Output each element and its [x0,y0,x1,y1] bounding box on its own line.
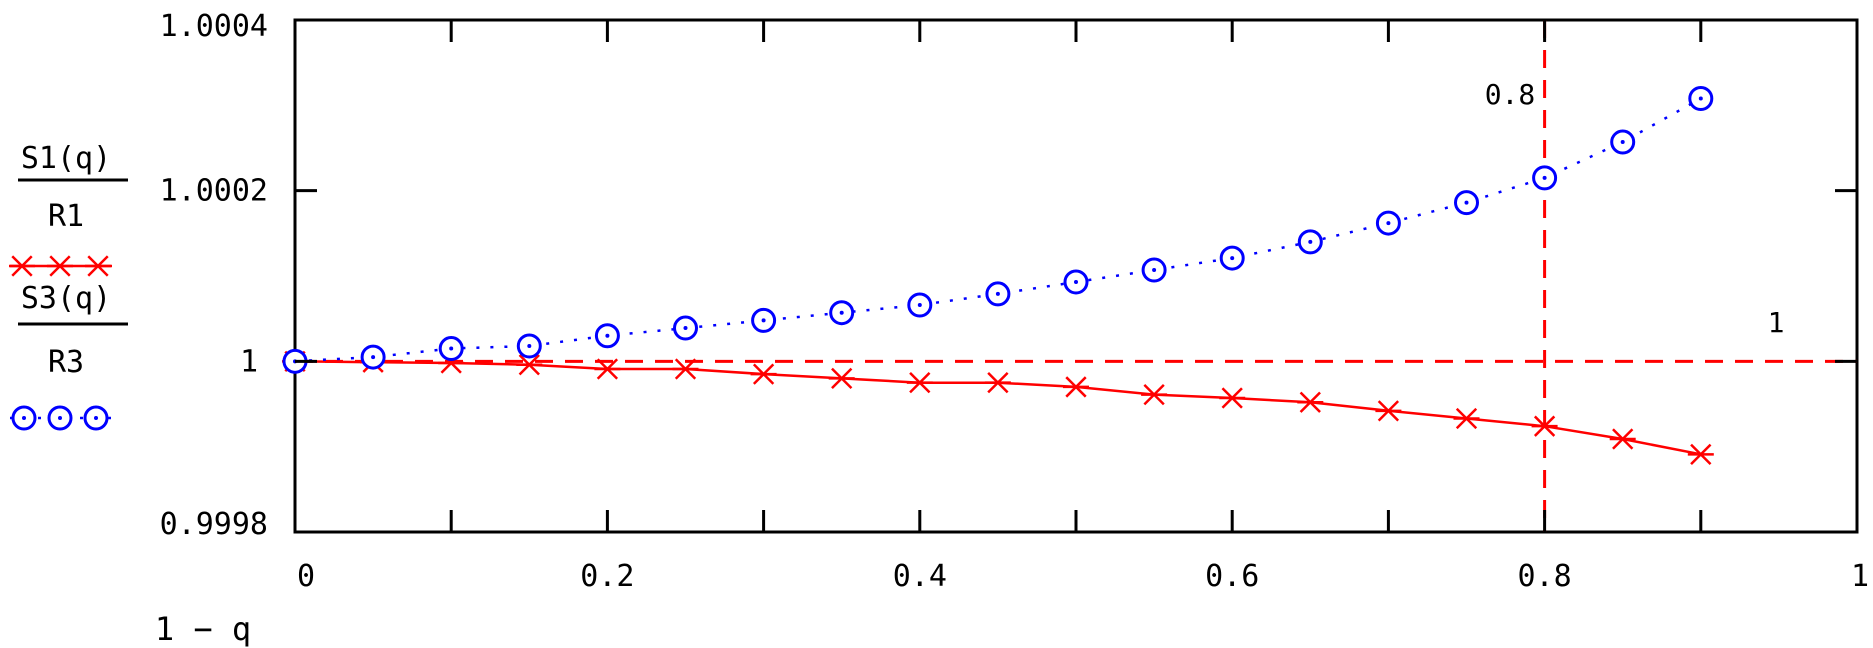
legend-marker [47,255,73,277]
series-lines [294,97,1702,456]
data-point-s1 [750,363,777,385]
data-point-s1 [984,372,1011,394]
x-tick-label: 0.8 [1518,559,1572,594]
data-point-s3 [594,323,620,349]
data-point-s3 [438,336,464,362]
data-point-s1 [1219,387,1246,409]
legend-s3-denominator: R3 [48,345,84,380]
data-point-s1 [1375,400,1402,422]
data-point-s3 [1610,129,1636,155]
data-point-s1 [1063,376,1089,398]
legend-s1-marker-sample [9,255,112,277]
series-line-s1 [294,360,1702,456]
data-point-s1 [906,372,933,394]
data-point-s1 [828,367,855,390]
y-tick-label: 0.9998 [160,507,268,542]
legend-marker [85,255,111,277]
legend-marker [11,405,37,431]
data-point-s3 [1219,245,1245,271]
reference-lines [295,20,1857,532]
series-line-s3 [294,97,1702,363]
data-point-s1 [1609,428,1636,450]
y-tick-label: 1.0002 [160,174,268,209]
data-point-s1 [1531,415,1558,437]
data-point-s1 [1141,383,1168,406]
x-tick-label: 0.2 [580,559,634,594]
vertical-reference-label: 0.8 [1485,78,1536,111]
data-point-s3 [1375,210,1401,236]
data-point-s3 [985,281,1011,307]
data-point-s3 [907,292,933,318]
legend-marker [47,405,73,431]
data-point-s3 [1688,86,1714,112]
legend-s1-denominator: R1 [48,199,84,234]
x-axis-label: 1 − q [155,610,251,648]
legend: S1(q) R1 S3(q) R3 [9,141,128,431]
data-point-s3 [1532,165,1558,191]
data-point-s1 [516,354,543,376]
data-point-s1 [1687,443,1714,465]
y-tick-label: 1 [240,344,258,379]
legend-s1-numerator: S1(q) [21,141,111,176]
data-point-s3 [751,307,777,333]
data-point-s3 [516,333,542,359]
x-tick-label: 0.6 [1205,559,1259,594]
axis-ticks [293,18,1859,534]
data-point-s3 [673,315,698,341]
data-point-s3 [1454,190,1479,216]
data-point-s1 [672,358,699,380]
data-point-s1 [594,358,621,380]
legend-s3-numerator: S3(q) [21,281,111,316]
series-markers [282,86,1714,465]
legend-marker [9,255,35,277]
data-point-s3 [1297,229,1323,255]
horizontal-reference-label: 1 [1768,306,1785,339]
x-tick-label: 0 [297,559,315,594]
axis-tick-labels: 0 0.2 0.4 0.6 0.8 1 0.9998 1.0002 1.0004 1 [160,9,1869,594]
data-point-s3 [360,344,386,370]
x-tick-label: 1 [1851,559,1869,594]
data-point-s1 [1297,391,1324,413]
data-point-s3 [829,300,855,326]
data-point-s3 [1141,257,1167,283]
legend-marker [83,405,109,431]
data-point-s3 [1063,269,1089,295]
x-tick-label: 0.4 [893,559,947,594]
y-tick-label: 1.0004 [160,9,268,44]
data-point-s1 [1453,407,1480,430]
legend-s3-marker-sample [10,405,112,431]
